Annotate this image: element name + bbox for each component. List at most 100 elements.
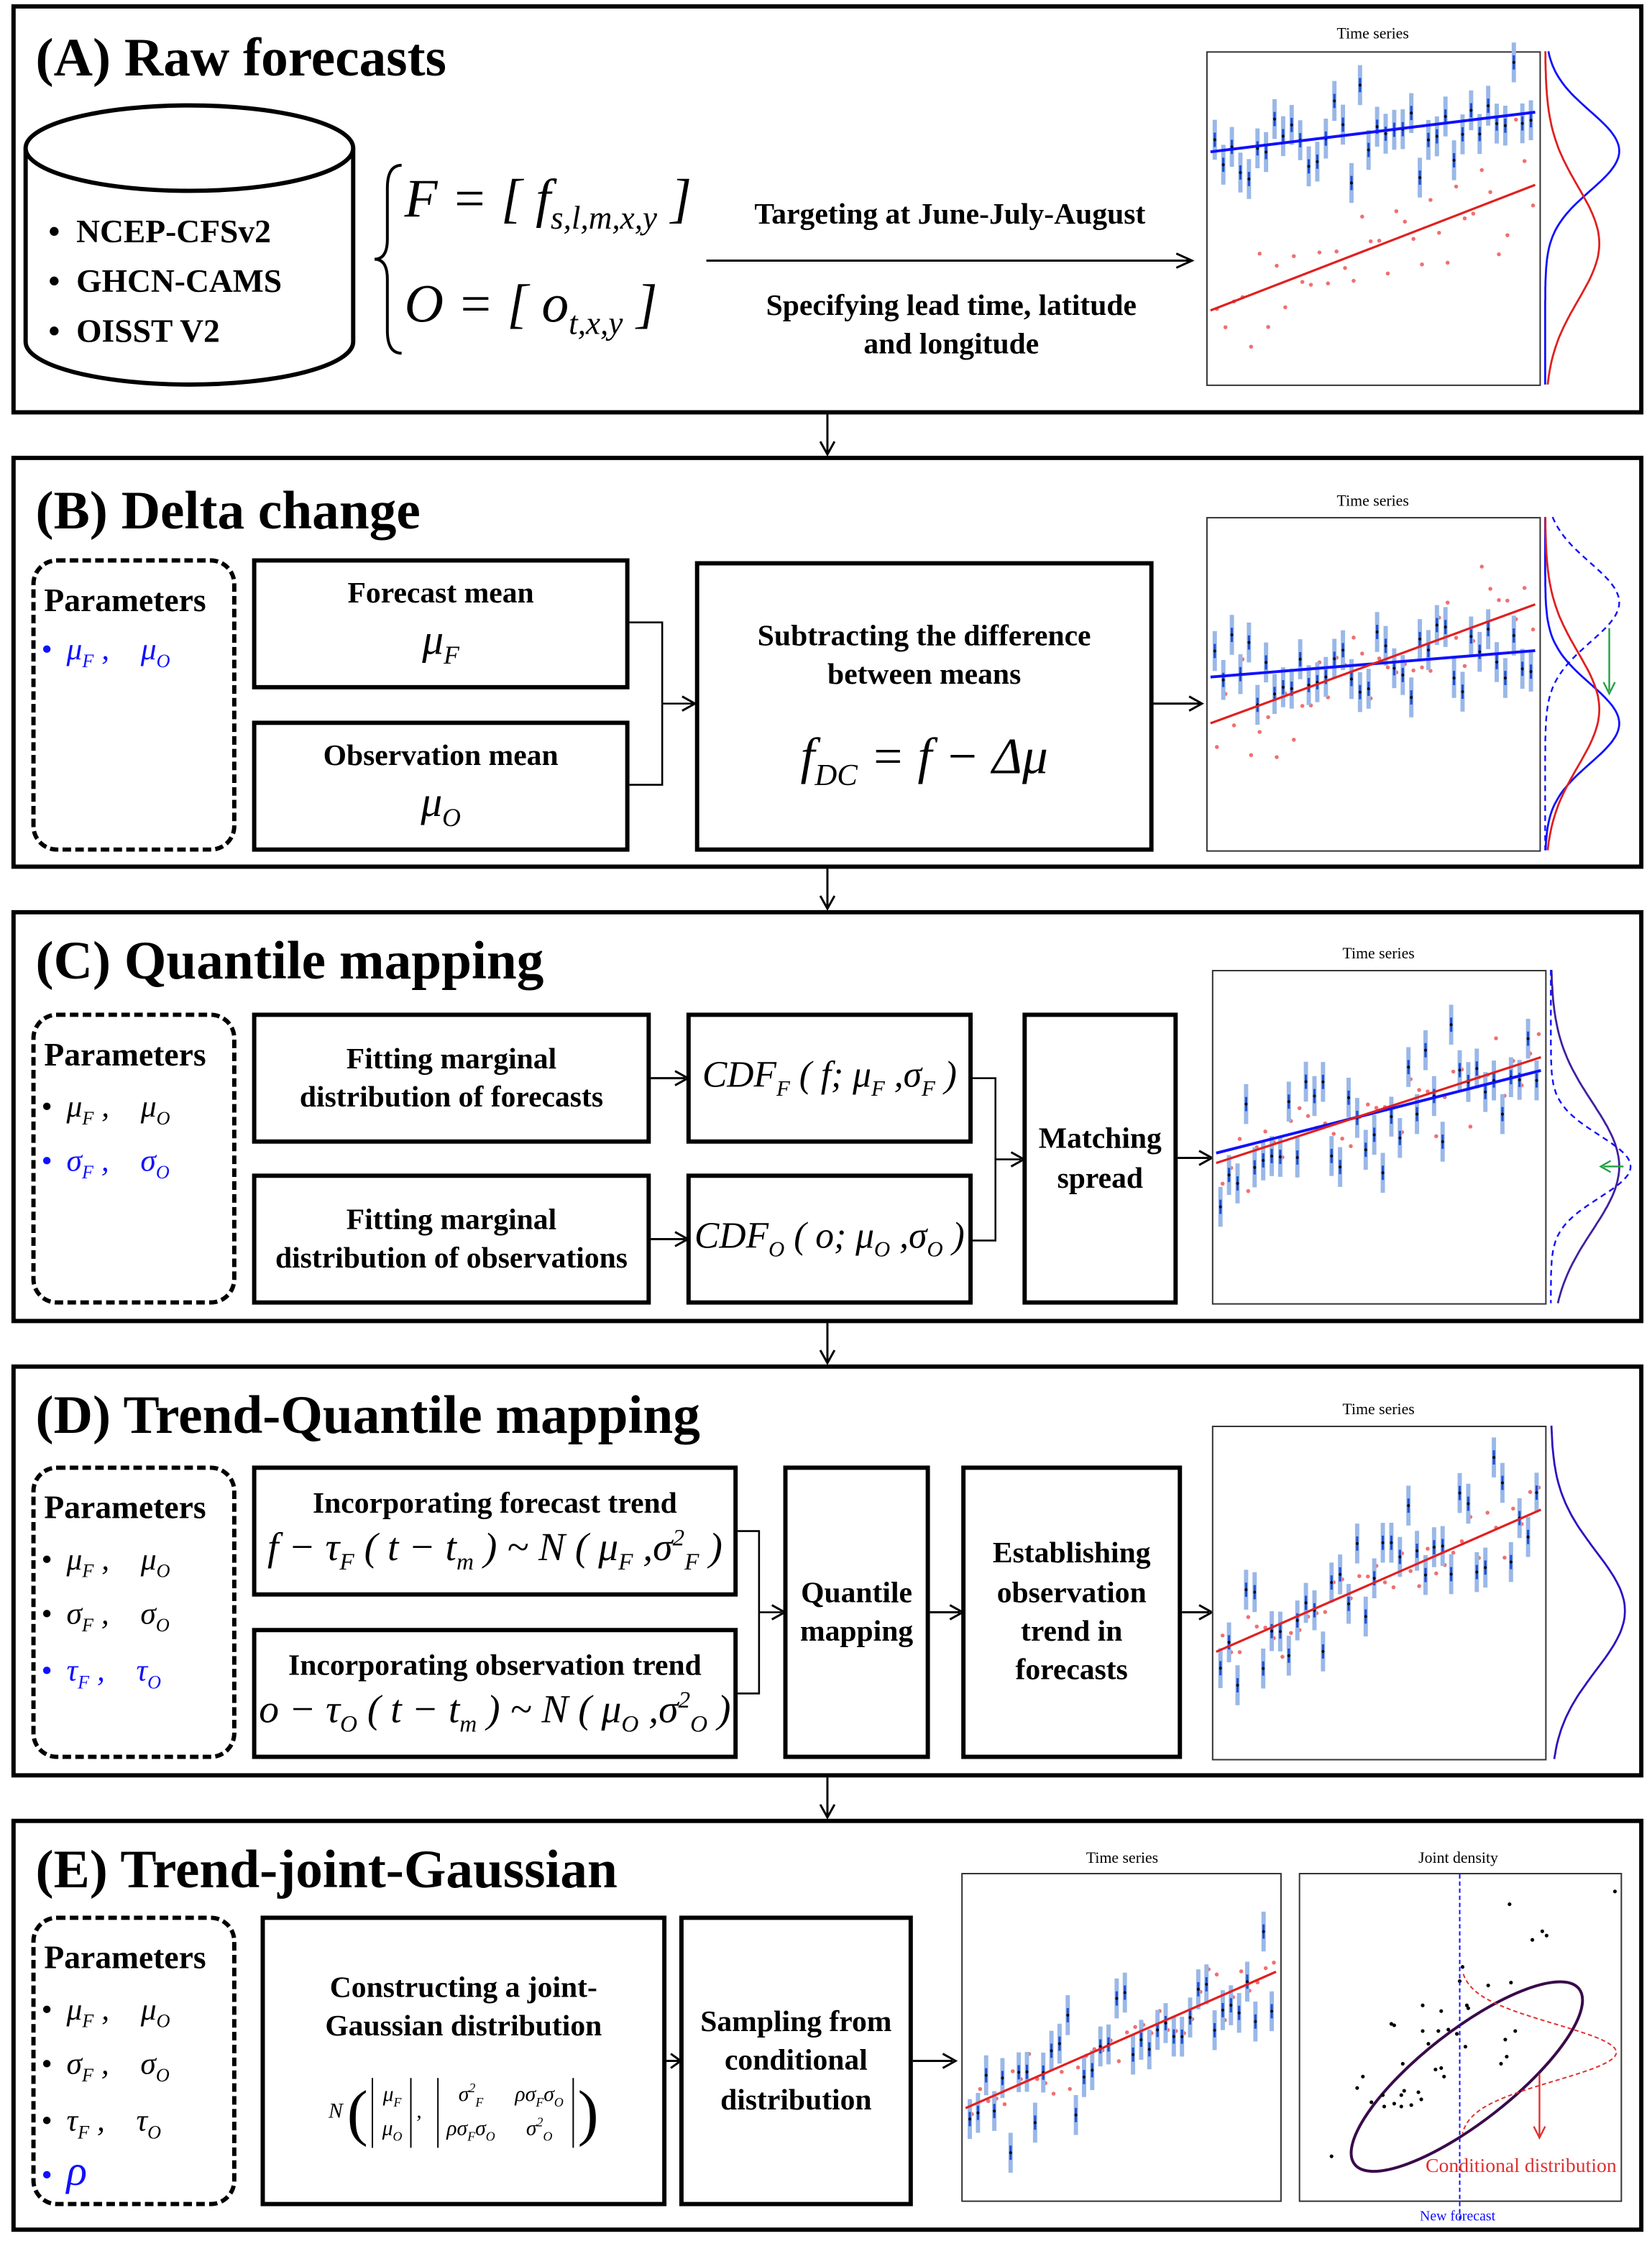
sample-point <box>1400 2061 1405 2066</box>
observation-point <box>1349 1144 1353 1148</box>
cdf-observation-box: CDFO ( o; μO ,σO ) <box>686 1173 973 1305</box>
ensemble-mean-point <box>1050 2049 1053 2053</box>
observation-point <box>986 2099 991 2104</box>
panel-a-title: (A) Raw forecasts <box>35 28 446 88</box>
ensemble-mean-point <box>1478 650 1482 654</box>
observation-point <box>1374 1106 1379 1110</box>
observation-point <box>1426 1546 1430 1551</box>
sample-point <box>1612 1889 1617 1894</box>
arrow-right-icon <box>1178 1150 1214 1166</box>
observation-point <box>1536 1032 1541 1037</box>
observation-point <box>1051 2091 1056 2096</box>
observation-point <box>1220 1181 1225 1186</box>
dataset-item: • NCEP-CFSv2 <box>48 214 271 249</box>
ensemble-mean-point <box>1057 2042 1061 2045</box>
observation-point <box>1417 1088 1421 1092</box>
ensemble-mean-point <box>1487 104 1490 108</box>
forecast-trend-line <box>1210 111 1536 154</box>
joint-density-chart <box>1329 1874 1617 2224</box>
time-series-plot-e <box>961 1873 1282 2202</box>
observation-point <box>1426 1089 1430 1094</box>
original-forecast-density-curve <box>1550 970 1632 1303</box>
sample-point <box>1442 2074 1446 2079</box>
forecast-matrix-formula: F = [ fs,l,m,x,y ] <box>404 169 692 237</box>
observation-point <box>1357 1574 1362 1578</box>
ensemble-mean-point <box>1469 109 1473 112</box>
observation-point <box>1246 1615 1251 1619</box>
fit-observation-box: Fitting marginal distribution of observat… <box>252 1173 651 1305</box>
arrow-down-icon <box>819 414 836 457</box>
ensemble-mean-point <box>1262 1158 1265 1162</box>
observation-point <box>1254 1624 1259 1629</box>
plot-title: Time series <box>1336 25 1409 43</box>
ensemble-mean-point <box>1487 628 1490 631</box>
ensemble-mean-point <box>1381 1541 1385 1544</box>
sample-point <box>1544 1933 1548 1938</box>
observation-point <box>1505 233 1510 237</box>
ensemble-mean-point <box>976 2111 980 2114</box>
ensemble-mean-point <box>1304 1601 1308 1605</box>
observation-point <box>1266 324 1270 329</box>
ensemble-mean-point <box>1339 1572 1342 1576</box>
sample-point <box>1392 2102 1396 2106</box>
observation-point <box>1308 283 1313 287</box>
spread-arrowhead-icon <box>1599 1160 1612 1173</box>
parameters-box: Parameters • μF , μO • σF , σO • τF , τO <box>31 1465 237 1759</box>
observation-point <box>1116 2059 1121 2063</box>
ensemble-mean-point <box>1398 1555 1402 1559</box>
observation-trend-line <box>1210 603 1536 725</box>
ensemble-mean-point <box>1290 687 1293 690</box>
observation-point <box>1133 2025 1137 2030</box>
observation-point <box>1011 2069 1015 2073</box>
ensemble-mean-point <box>1500 1112 1504 1116</box>
observation-point <box>1214 745 1219 749</box>
observation-point <box>1231 723 1236 728</box>
ensemble-mean-point <box>1330 1581 1334 1585</box>
observation-point <box>1408 1569 1413 1573</box>
time-series-plot-a <box>1206 42 1541 386</box>
ensemble-mean-point <box>1290 123 1293 127</box>
ensemble-mean-point <box>1221 678 1225 682</box>
observation-point <box>1060 2069 1064 2074</box>
ensemble-mean-point <box>1432 1546 1436 1549</box>
panel-quantile-mapping <box>11 909 1644 1324</box>
ensemble-mean-point <box>1246 1980 1249 1984</box>
matching-spread-box: Matching spread <box>1022 1012 1178 1305</box>
sample-point <box>1329 2154 1334 2158</box>
observation-point <box>1257 252 1262 256</box>
sample-point <box>1464 2003 1469 2007</box>
observation-point <box>1220 1633 1225 1638</box>
ensemble-mean-point <box>1458 1068 1461 1072</box>
observation-point <box>1263 1129 1267 1134</box>
ensemble-mean-point <box>1364 1615 1367 1618</box>
forecast-trend-box: Incorporating forecast trend f − τF ( t −… <box>252 1465 738 1597</box>
observation-point <box>1454 184 1459 189</box>
observation-point <box>1280 1654 1285 1659</box>
observation-point <box>1385 665 1390 670</box>
ensemble-mean-point <box>1407 1504 1410 1508</box>
ensemble-mean-point <box>1509 1560 1513 1564</box>
sample-point <box>1508 1902 1512 1907</box>
sample-point <box>1509 1980 1513 1985</box>
observation-point <box>1505 598 1510 603</box>
arrow-right-icon <box>1153 695 1205 712</box>
ensemble-mean-point <box>1295 1618 1299 1622</box>
ensemble-mean-point <box>1316 160 1319 163</box>
panel-trend-quantile-mapping <box>11 1364 1644 1778</box>
ensemble-mean-point <box>1526 1037 1530 1040</box>
observation-point <box>1340 1136 1344 1141</box>
ensemble-mean-point <box>1281 134 1285 138</box>
observation-point <box>1434 1134 1438 1139</box>
observation-point <box>1246 1188 1251 1193</box>
parameters-heading: Parameters <box>44 1037 206 1073</box>
ensemble-mean-point <box>1278 1630 1282 1633</box>
observation-point <box>1394 208 1399 214</box>
ensemble-mean-point <box>1495 660 1499 664</box>
ensemble-mean-point <box>1424 1048 1427 1052</box>
observation-point <box>1531 627 1536 632</box>
observation-point <box>1300 280 1305 284</box>
arrow-down-icon <box>819 869 836 911</box>
observation-point <box>1479 564 1484 569</box>
ensemble-mean-point <box>1098 2045 1102 2048</box>
observation-point <box>1528 1490 1533 1494</box>
